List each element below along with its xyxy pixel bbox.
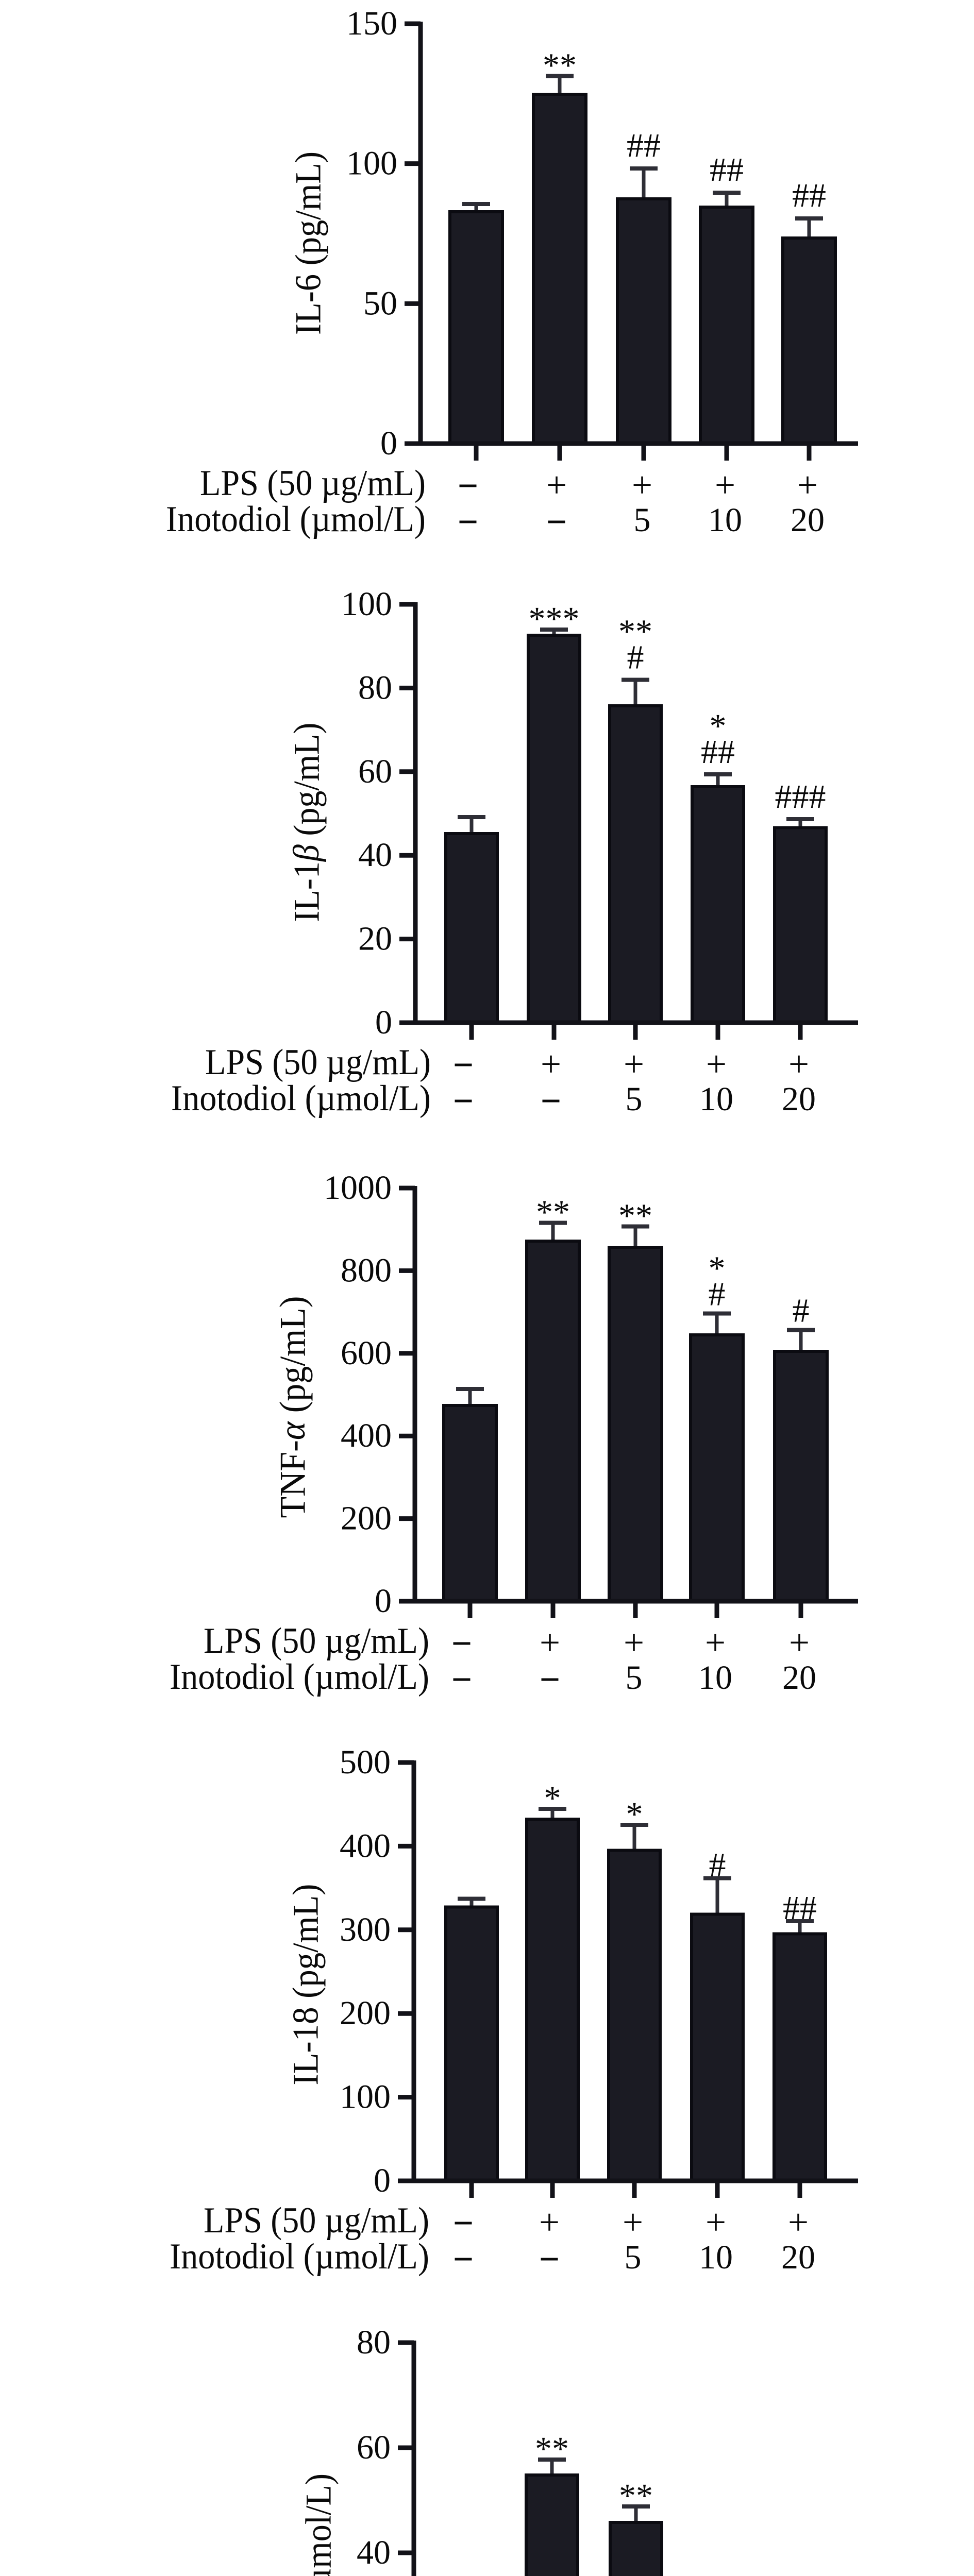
svg-text:+: + <box>789 1623 810 1663</box>
svg-text:*: * <box>626 1795 643 1833</box>
svg-text:#: # <box>709 1846 726 1884</box>
svg-text:+: + <box>539 2202 560 2243</box>
svg-text:+: + <box>706 1044 727 1084</box>
svg-text:LPS (50 µg/mL): LPS (50 µg/mL) <box>200 463 426 503</box>
svg-text:**: ** <box>543 47 577 84</box>
svg-text:5: 5 <box>634 501 651 539</box>
svg-text:##: ## <box>701 733 735 771</box>
svg-text:5: 5 <box>626 1080 643 1118</box>
svg-text:20: 20 <box>782 1659 816 1697</box>
svg-text:Inotodiol (µmol/L): Inotodiol (µmol/L) <box>170 1657 429 1697</box>
svg-text:200: 200 <box>340 1994 391 2032</box>
svg-text:+: + <box>541 1044 561 1084</box>
svg-text:LPS (50 µg/mL): LPS (50 µg/mL) <box>204 2200 429 2241</box>
svg-text:+: + <box>632 465 652 505</box>
svg-text:+: + <box>546 465 567 505</box>
svg-text:+: + <box>624 1623 644 1663</box>
svg-text:+: + <box>788 1044 809 1084</box>
svg-text:+: + <box>715 465 735 505</box>
svg-text:##: ## <box>627 127 661 164</box>
svg-text:500: 500 <box>340 1743 391 1781</box>
svg-text:60: 60 <box>358 753 392 790</box>
svg-text:60: 60 <box>357 2429 391 2466</box>
svg-text:+: + <box>705 1623 726 1663</box>
svg-text:300: 300 <box>340 1911 391 1948</box>
svg-text:+: + <box>797 465 818 505</box>
svg-text:Inotodiol (µmol/L): Inotodiol (µmol/L) <box>170 2236 429 2277</box>
svg-text:*: * <box>544 1780 561 1817</box>
svg-text:50: 50 <box>363 284 397 322</box>
svg-text:100: 100 <box>341 585 392 623</box>
svg-text:*: * <box>710 707 727 745</box>
svg-text:20: 20 <box>791 501 825 539</box>
svg-text:+: + <box>706 2202 726 2243</box>
svg-text:10: 10 <box>699 2239 733 2276</box>
svg-text:IL-18 (pg/mL): IL-18 (pg/mL) <box>286 1884 326 2086</box>
svg-text:**: ** <box>535 2430 569 2468</box>
svg-text:400: 400 <box>340 1827 391 1865</box>
svg-text:**: ** <box>618 1197 652 1235</box>
svg-text:0: 0 <box>375 1582 392 1620</box>
svg-text:40: 40 <box>358 836 392 874</box>
svg-text:600: 600 <box>341 1334 392 1372</box>
svg-text:5: 5 <box>625 2239 642 2276</box>
svg-text:NO (µmol/L): NO (µmol/L) <box>298 2473 339 2576</box>
svg-text:+: + <box>540 1623 560 1663</box>
svg-text:##: ## <box>792 177 826 214</box>
svg-text:0: 0 <box>380 425 397 462</box>
svg-text:100: 100 <box>340 2078 391 2116</box>
svg-text:#: # <box>793 1292 810 1330</box>
svg-text:TNF-α (pg/mL): TNF-α (pg/mL) <box>273 1296 313 1518</box>
svg-text:0: 0 <box>374 2162 391 2199</box>
svg-text:80: 80 <box>358 669 392 706</box>
svg-text:20: 20 <box>358 920 392 958</box>
svg-text:100: 100 <box>346 145 397 182</box>
svg-text:150: 150 <box>346 5 397 42</box>
svg-text:###: ### <box>775 778 826 816</box>
svg-text:+: + <box>623 2202 643 2243</box>
svg-text:20: 20 <box>782 1080 816 1118</box>
svg-text:0: 0 <box>375 1004 392 1041</box>
svg-text:+: + <box>788 2202 809 2243</box>
svg-text:400: 400 <box>341 1417 392 1454</box>
svg-text:#: # <box>627 639 644 676</box>
svg-text:+: + <box>624 1044 644 1084</box>
svg-text:#: # <box>709 1276 726 1313</box>
svg-text:Inotodiol (µmol/L): Inotodiol (µmol/L) <box>171 1078 431 1118</box>
svg-text:Inotodiol (µmol/L): Inotodiol (µmol/L) <box>166 499 426 539</box>
svg-text:10: 10 <box>699 1080 733 1118</box>
svg-text:***: *** <box>529 600 580 638</box>
svg-text:##: ## <box>710 151 744 189</box>
svg-text:IL-1β (pg/mL): IL-1β (pg/mL) <box>287 723 327 922</box>
svg-text:80: 80 <box>357 2324 391 2361</box>
svg-text:200: 200 <box>341 1500 392 1537</box>
svg-text:40: 40 <box>357 2534 391 2571</box>
svg-text:20: 20 <box>781 2239 815 2276</box>
svg-text:1000: 1000 <box>324 1169 392 1207</box>
svg-text:IL-6 (pg/mL): IL-6 (pg/mL) <box>288 151 328 335</box>
svg-text:**: ** <box>618 613 652 651</box>
svg-text:LPS (50 µg/mL): LPS (50 µg/mL) <box>204 1621 429 1661</box>
svg-text:**: ** <box>536 1194 570 1231</box>
svg-text:LPS (50 µg/mL): LPS (50 µg/mL) <box>205 1042 431 1082</box>
svg-text:5: 5 <box>626 1659 643 1697</box>
svg-text:10: 10 <box>698 1659 732 1697</box>
svg-text:**: ** <box>619 2477 653 2515</box>
svg-text:*: * <box>709 1250 726 1287</box>
svg-text:##: ## <box>783 1889 817 1927</box>
svg-text:800: 800 <box>341 1251 392 1289</box>
svg-text:10: 10 <box>708 501 742 539</box>
